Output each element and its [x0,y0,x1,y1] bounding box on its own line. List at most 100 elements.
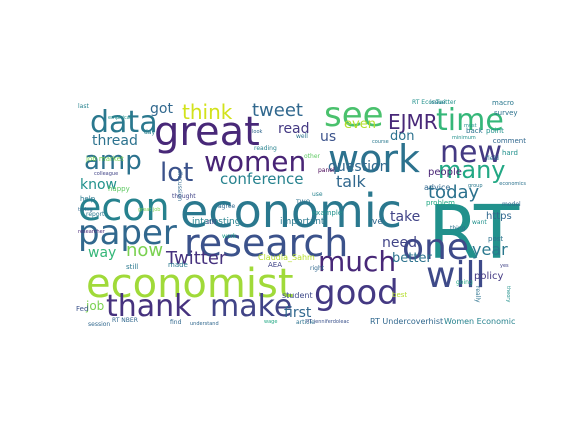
word-problem: problem [426,199,455,207]
word-panel: panel [318,167,335,174]
word-year: year [472,240,508,259]
word-thank: thank [106,289,192,324]
word-rt-nber: RT NBER [112,317,138,324]
word-two: TWO [296,199,311,206]
word-now: now [126,240,164,261]
word-last: last [78,103,89,110]
word-job: job [86,299,105,313]
word-back: back [466,127,483,135]
word-still: still [126,263,139,271]
word-other: other [304,153,320,160]
word-field: field [486,155,499,162]
word-need: need [382,235,417,251]
word-thought: thought [172,193,196,200]
word-trying: trying [78,207,93,213]
word-question: question [328,159,389,175]
word-comment: comment [492,137,526,145]
word-work: work [328,137,420,181]
word-lot: lot [160,158,194,188]
word-economics: economics [499,181,526,187]
word-rt-econtwitter: RT EconTwitter [412,99,456,106]
word-got: got [150,101,173,117]
word-twitter: Twitter [166,248,227,269]
word-issue: issue [430,99,446,106]
word-well: well [296,133,308,140]
word-must: must [464,123,477,129]
word-point: point [486,127,504,135]
word-theory: theory [505,286,511,303]
word-people: people [428,167,462,178]
word-understand: understand [190,321,219,327]
word-hard: hard [502,149,518,157]
word-ve: ve [372,217,383,227]
word-read: read [278,121,310,137]
word-post: post [488,235,504,243]
word-interesting: interesting [192,217,241,227]
word-tweet: tweet [252,100,303,121]
word-report: report [86,211,105,218]
word-great-job: great job [138,207,161,213]
word-aea: AEA [268,261,282,269]
word-made: made [168,261,188,269]
word-will: will [426,255,486,296]
word-really: really [474,286,481,303]
word-better: better [392,251,432,266]
word-amp: amp [84,146,142,176]
word-fed: Fed [76,305,89,313]
word-cloud: RT economic economist research work great econ… [72,96,526,328]
word-much: much [318,245,397,278]
word-reading: reading [254,145,277,152]
word-course: course [372,139,389,145]
word-rt: RT [428,190,520,276]
word-rt-jenniferdoleac: RT jenniferdoleac [306,319,350,325]
word-yes: yes [500,263,509,269]
word-research: research [184,221,349,265]
word-claudia-sahm: Claudia_Sahm [258,253,315,262]
word-economic: economic [180,184,402,238]
word-group: group [468,183,483,189]
word-colleague: colleague [94,171,119,177]
word-macro: macro [492,99,514,107]
word-rt-undercoverhist: RT Undercoverhist [370,317,444,326]
word-session: session [88,321,111,328]
word-help: help [80,195,96,203]
word-way: way [88,245,117,261]
word-women: women [204,145,307,178]
word-women-economic: Women Economic [444,317,516,326]
word-article: article [296,319,315,326]
word-take: take [390,209,421,225]
word-student: student [282,291,313,300]
word-use: use [312,191,323,198]
word-many: many [438,156,506,184]
word-think: think [182,100,233,124]
word-job-market: job market [86,155,124,163]
word-one: one [402,227,469,268]
word-going: going [456,279,473,286]
word-economist: economist [86,261,294,307]
word-happy: happy [108,185,130,193]
word-https: https [486,211,512,222]
word-look: look [252,129,263,135]
word-us: us [320,129,337,145]
word-model: model [502,201,521,208]
word-today: today [428,182,480,203]
word-talk: talk [336,172,366,191]
word-right: right [310,265,325,272]
word-still: still [206,219,217,226]
word-see: see [324,96,384,135]
word-work: work [222,233,237,240]
word-best: best [392,291,408,299]
word-know: know [80,177,117,193]
word-day: day [144,129,156,136]
word-agree: agree [218,203,236,210]
word-thing: thing [450,225,466,232]
word-want: want [472,219,487,226]
word-thread: thread [92,133,138,149]
word-make: make [210,289,293,324]
word-find: find [170,319,182,326]
word-researcher: researcher [78,229,105,235]
word-good: good [314,273,399,313]
word-first: first [284,305,312,321]
word-econ: econ [78,185,170,229]
